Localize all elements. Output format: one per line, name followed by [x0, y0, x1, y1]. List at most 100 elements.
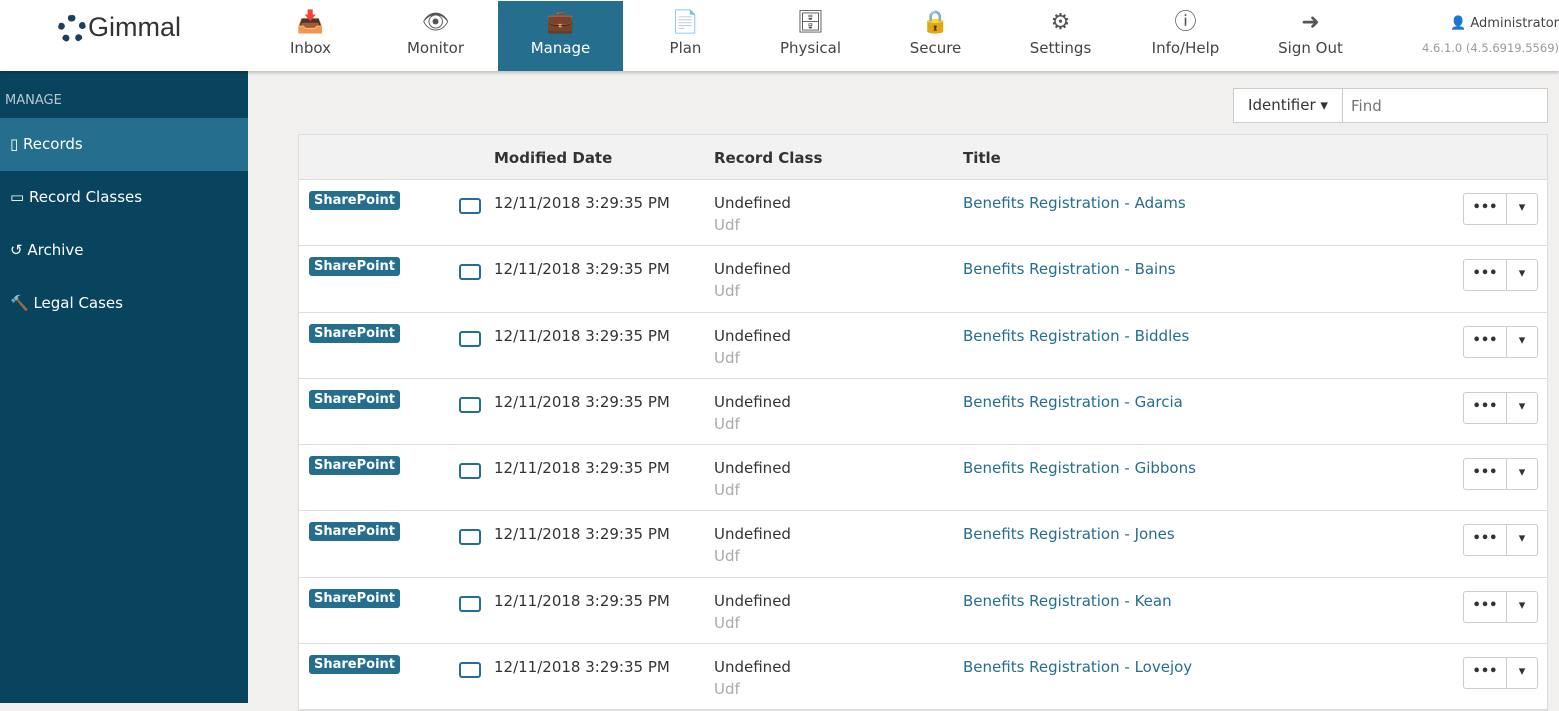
modified-date: 12/11/2018 3:29:35 PM [494, 591, 670, 610]
record-class: Undefined Udf [714, 260, 791, 301]
record-class: Undefined Udf [714, 591, 791, 632]
nav-secure[interactable]: 🔒 Secure [873, 1, 998, 71]
more-actions-button[interactable]: ••• [1463, 590, 1507, 623]
briefcase-icon: 💼 [546, 10, 575, 35]
gear-logo-icon [58, 15, 86, 43]
chevron-down-icon[interactable]: ▾ [1507, 391, 1538, 424]
nav-monitor[interactable]: 👁 Monitor [373, 1, 498, 71]
chevron-down-icon[interactable]: ▾ [1507, 193, 1538, 225]
record-class: Undefined Udf [714, 525, 791, 566]
more-actions-button[interactable]: ••• [1463, 259, 1507, 292]
hard-drive-icon [459, 595, 481, 612]
modified-date: 12/11/2018 3:29:35 PM [494, 326, 670, 345]
user-menu[interactable]: 👤 Administrator [1450, 16, 1559, 31]
table-row[interactable]: SharePoint 12/11/2018 3:29:35 PM Undefin… [299, 644, 1547, 711]
more-actions-button[interactable]: ••• [1463, 193, 1507, 225]
more-actions-button[interactable]: ••• [1463, 524, 1507, 557]
gears-icon: ⚙ [1050, 10, 1071, 35]
top-bar: Gimmal 📥 Inbox 👁 Monitor 💼 Manage 📄 Plan 🗄 Physic… [0, 0, 1559, 71]
record-title-link[interactable]: Benefits Registration - Kean [963, 591, 1172, 610]
modified-date: 12/11/2018 3:29:35 PM [494, 392, 670, 411]
header-record-class[interactable]: Record Class [714, 149, 823, 167]
table-row[interactable]: SharePoint 12/11/2018 3:29:35 PM Undefin… [299, 180, 1547, 247]
nav-physical[interactable]: 🗄 Physical [748, 1, 873, 71]
records-table: Modified Date Record Class Title SharePo… [298, 134, 1548, 711]
nav-settings[interactable]: ⚙ Settings [998, 1, 1123, 71]
source-badge: SharePoint [309, 522, 401, 542]
chevron-down-icon[interactable]: ▾ [1507, 325, 1538, 358]
more-actions-button[interactable]: ••• [1463, 391, 1507, 424]
table-row[interactable]: SharePoint 12/11/2018 3:29:35 PM Undefin… [299, 246, 1547, 313]
record-class: Undefined Udf [714, 194, 791, 234]
record-title-link[interactable]: Benefits Registration - Bains [963, 260, 1176, 279]
modified-date: 12/11/2018 3:29:35 PM [494, 260, 670, 279]
record-class: Undefined Udf [714, 326, 791, 367]
gimmal-logo[interactable]: Gimmal [58, 12, 181, 43]
history-icon: ↺ [10, 241, 23, 259]
chevron-down-icon[interactable]: ▾ [1507, 524, 1538, 557]
source-badge: SharePoint [309, 389, 401, 409]
hard-drive-icon [459, 198, 481, 214]
table-row[interactable]: SharePoint 12/11/2018 3:29:35 PM Undefin… [299, 578, 1547, 645]
hard-drive-icon [459, 662, 481, 679]
sidebar-item-records[interactable]: ▯ Records [0, 118, 248, 171]
chevron-down-icon[interactable]: ▾ [1507, 259, 1538, 292]
nav-sign-out[interactable]: ➜ Sign Out [1248, 1, 1373, 71]
table-header: Modified Date Record Class Title [299, 135, 1547, 180]
inbox-icon: 📥 [296, 10, 325, 35]
version-label: 4.6.1.0 (4.5.6919.5569) [1422, 41, 1559, 55]
record-class: Undefined Udf [714, 459, 791, 500]
nav-info-help[interactable]: ⓘ Info/Help [1123, 1, 1248, 71]
record-title-link[interactable]: Benefits Registration - Jones [963, 525, 1175, 544]
lock-icon: 🔒 [921, 10, 950, 35]
record-title-link[interactable]: Benefits Registration - Biddles [963, 326, 1190, 345]
sidebar-item-legal-cases[interactable]: 🔨 Legal Cases [10, 294, 123, 312]
sidebar-item-archive[interactable]: ↺ Archive [10, 241, 84, 259]
source-badge: SharePoint [309, 456, 401, 476]
eye-icon: 👁 [421, 10, 450, 35]
folder-icon: ▭ [10, 188, 25, 206]
search-bar: Identifier ▾ [1233, 88, 1548, 123]
nav-manage[interactable]: 💼 Manage [498, 1, 623, 71]
search-field-dropdown[interactable]: Identifier ▾ [1233, 88, 1343, 123]
source-badge: SharePoint [309, 588, 401, 608]
record-title-link[interactable]: Benefits Registration - Lovejoy [963, 658, 1193, 677]
record-class: Undefined Udf [714, 658, 791, 699]
sidebar: MANAGE ▯ Records ▭ Record Classes ↺ Archiv… [0, 71, 248, 703]
record-title-link[interactable]: Benefits Registration - Adams [963, 194, 1186, 212]
sidebar-item-record-classes[interactable]: ▭ Record Classes [10, 188, 143, 206]
user-info: 👤 Administrator 4.6.1.0 (4.5.6919.5569) [1422, 16, 1559, 55]
header-title[interactable]: Title [963, 149, 1001, 167]
nav-inbox[interactable]: 📥 Inbox [248, 1, 373, 71]
table-row[interactable]: SharePoint 12/11/2018 3:29:35 PM Undefin… [299, 445, 1547, 512]
source-badge: SharePoint [309, 655, 401, 675]
hard-drive-icon [459, 264, 481, 281]
record-title-link[interactable]: Benefits Registration - Garcia [963, 392, 1183, 411]
modified-date: 12/11/2018 3:29:35 PM [494, 194, 670, 212]
chevron-down-icon[interactable]: ▾ [1507, 590, 1538, 623]
table-row[interactable]: SharePoint 12/11/2018 3:29:35 PM Undefin… [299, 313, 1547, 379]
info-icon: ⓘ [1174, 10, 1197, 35]
source-badge: SharePoint [309, 191, 401, 210]
file-icon: ▯ [10, 135, 19, 153]
nav-plan[interactable]: 📄 Plan [623, 1, 748, 71]
modified-date: 12/11/2018 3:29:35 PM [494, 658, 670, 677]
sign-out-icon: ➜ [1301, 10, 1320, 35]
hard-drive-icon [459, 330, 481, 347]
chevron-down-icon[interactable]: ▾ [1507, 657, 1538, 690]
more-actions-button[interactable]: ••• [1463, 657, 1507, 690]
hard-drive-icon [459, 463, 481, 480]
chevron-down-icon[interactable]: ▾ [1507, 458, 1538, 491]
more-actions-button[interactable]: ••• [1463, 325, 1507, 358]
more-actions-button[interactable]: ••• [1463, 458, 1507, 491]
search-input[interactable] [1343, 88, 1548, 123]
record-title-link[interactable]: Benefits Registration - Gibbons [963, 459, 1196, 478]
source-badge: SharePoint [309, 323, 401, 343]
hard-drive-icon [459, 396, 481, 413]
table-row[interactable]: SharePoint 12/11/2018 3:29:35 PM Undefin… [299, 511, 1547, 578]
table-row[interactable]: SharePoint 12/11/2018 3:29:35 PM Undefin… [299, 379, 1547, 446]
main-nav: 📥 Inbox 👁 Monitor 💼 Manage 📄 Plan 🗄 Physical 🔒 Secu… [248, 1, 1373, 71]
file-icon: 📄 [671, 10, 700, 35]
header-modified-date[interactable]: Modified Date [494, 149, 613, 167]
hard-drive-icon [459, 529, 481, 546]
